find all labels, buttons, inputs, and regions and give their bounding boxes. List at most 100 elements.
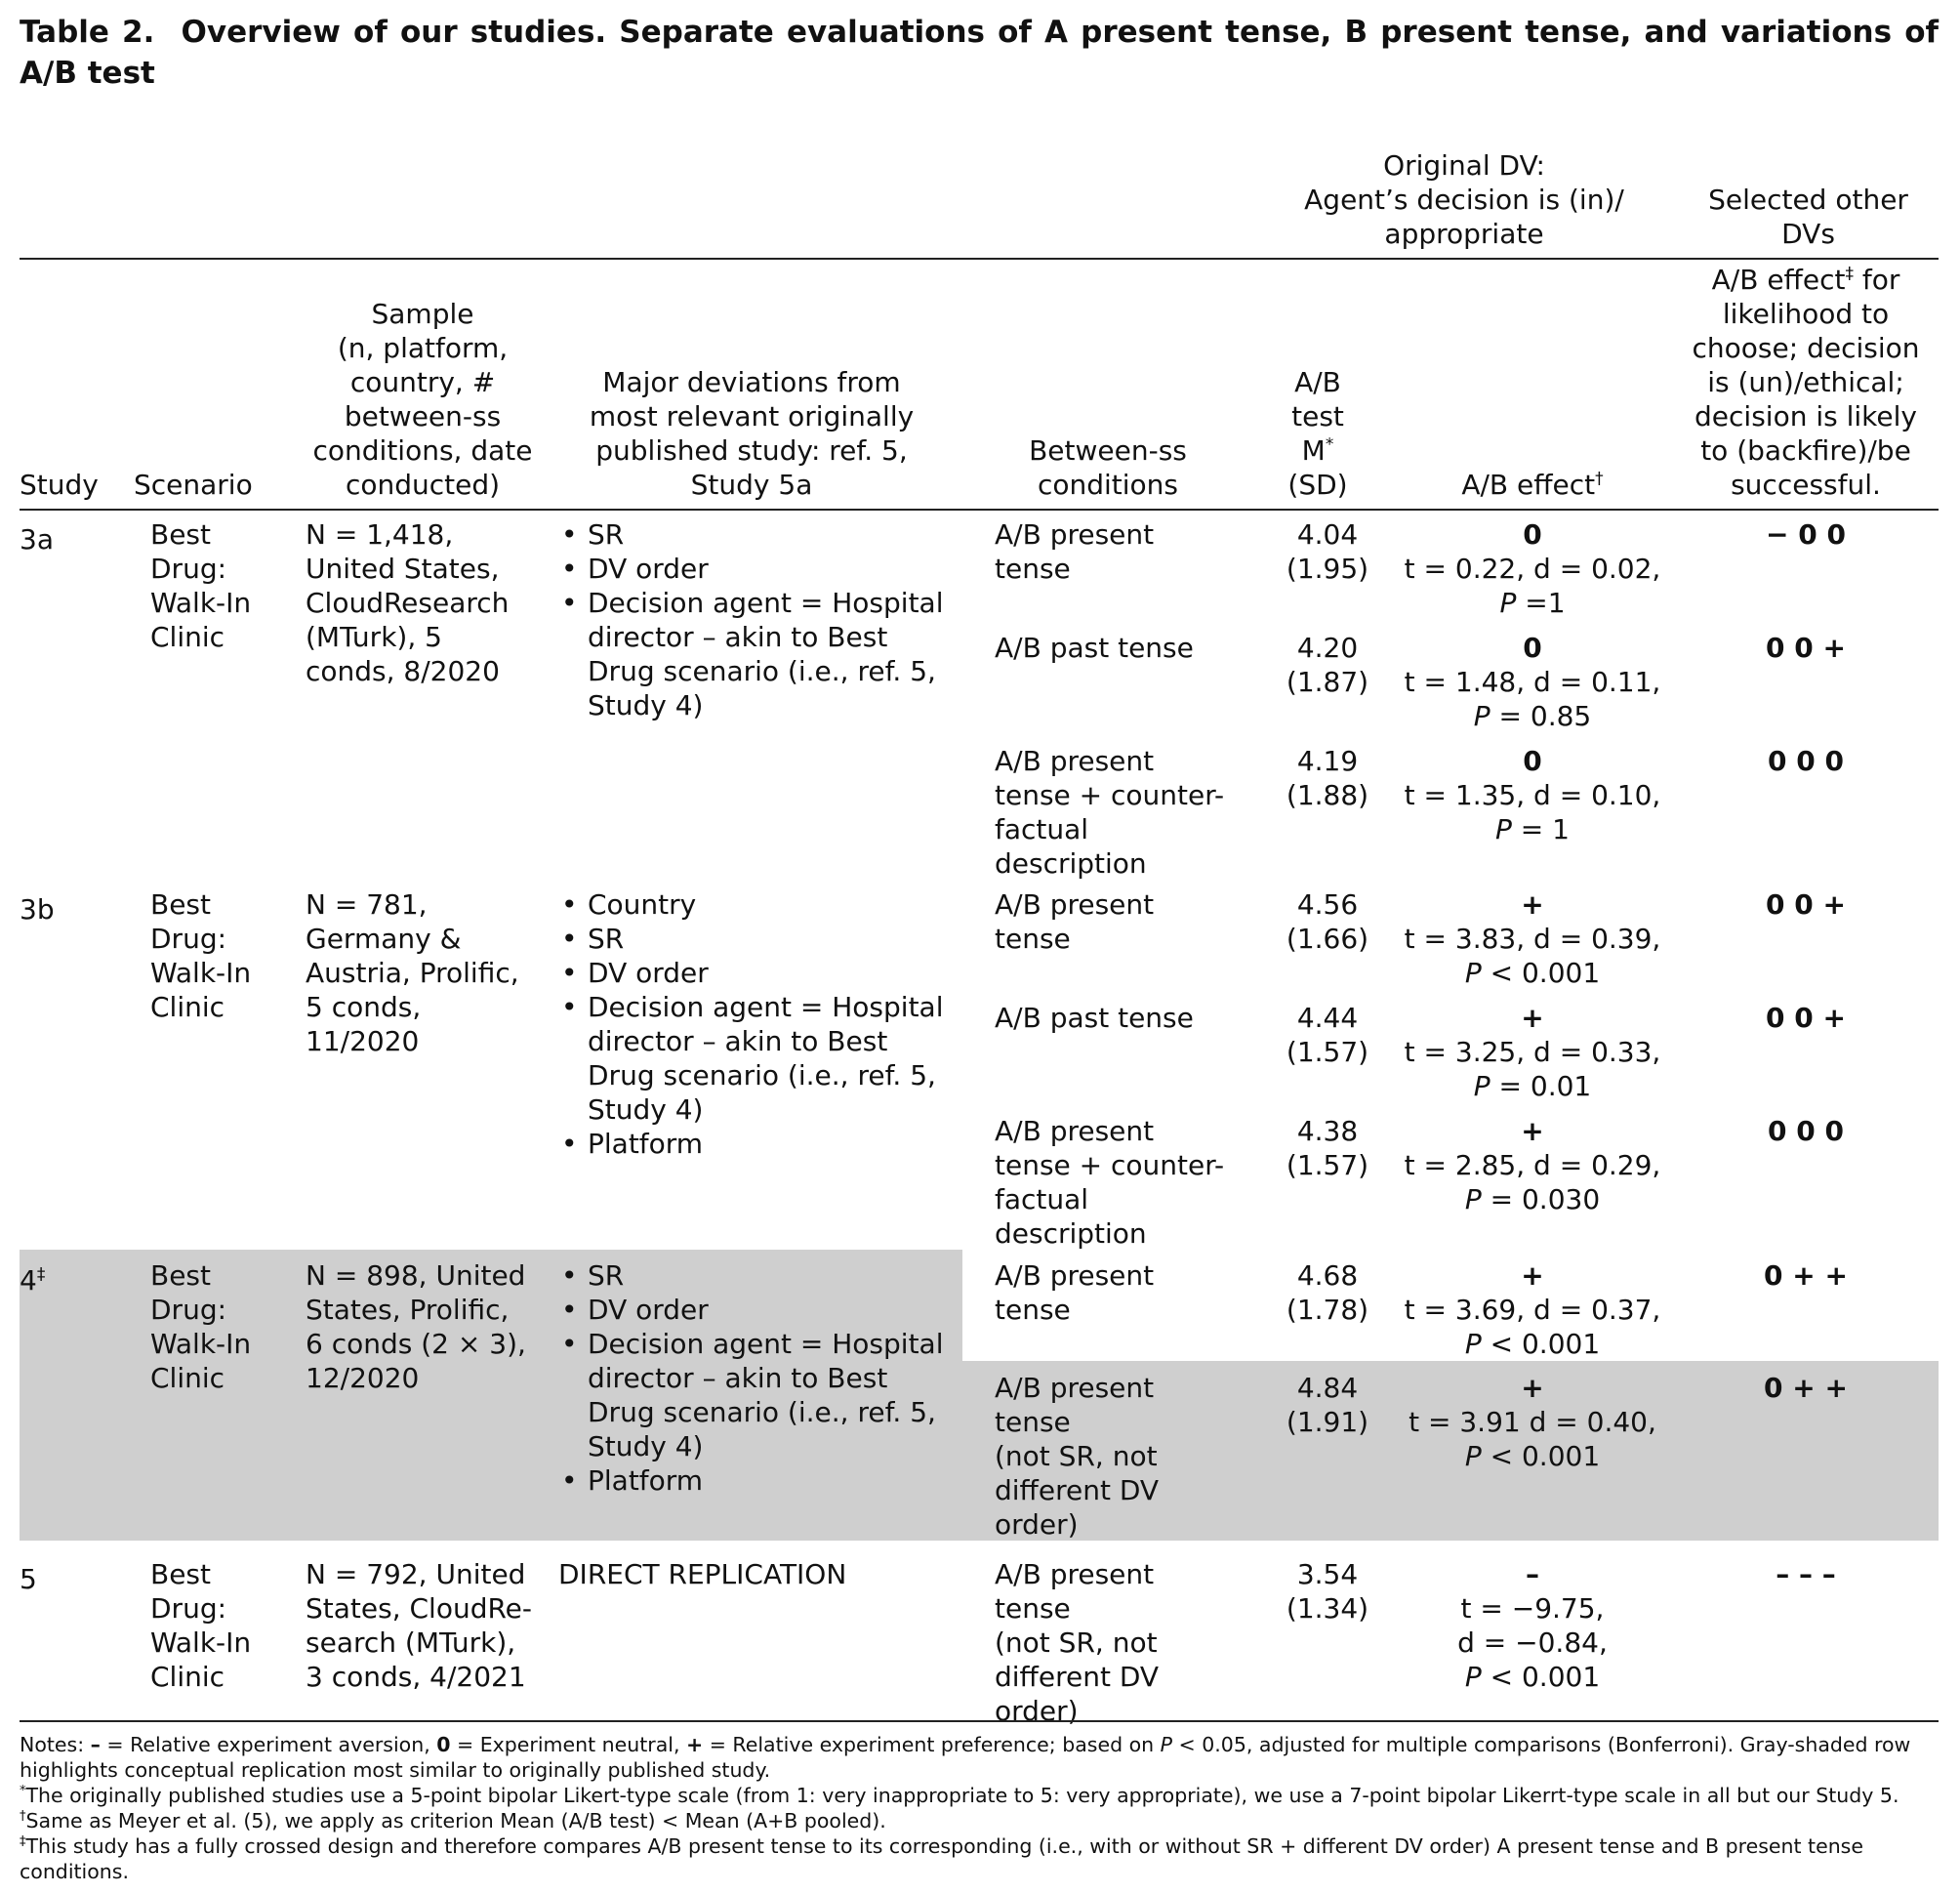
note-legend: Notes: – = Relative experiment aversion,… — [20, 1733, 1911, 1782]
scenario-cell: Best Drug: Walk-In Clinic — [150, 888, 252, 1023]
note-dagger: †Same as Meyer et al. (5), we apply as c… — [20, 1809, 886, 1832]
direct-replication-label: DIRECT REPLICATION — [558, 1558, 847, 1590]
header-mean-symbol: M — [1301, 434, 1326, 467]
header-line: Major deviations from — [602, 366, 901, 398]
deviation-item: Decision agent = Hospital director – aki… — [558, 586, 949, 722]
cell-line: Drug: — [150, 553, 227, 585]
study-id: 5 — [20, 1563, 37, 1595]
cell-line: Walk-In — [150, 587, 252, 619]
cell-line: United States, — [306, 553, 500, 585]
group-header-other-dvs: Selected other DVs — [1679, 183, 1938, 251]
mean-cell: 4.56 (1.66) — [1286, 888, 1369, 955]
header-line: Original DV: — [1383, 149, 1545, 182]
mean-cell: 4.20 (1.87) — [1286, 632, 1369, 698]
effect-cell: 0 t = 1.48, d = 0.11, P = 0.85 — [1404, 632, 1661, 732]
header-other-label: A/B effect — [1711, 264, 1846, 296]
effect-cell: 0 t = 0.22, d = 0.02, P =1 — [1404, 518, 1661, 619]
highlight-shade — [962, 1361, 1939, 1541]
deviations-cell: SR DV order Decision agent = Hospital di… — [558, 517, 949, 722]
condition-cell: A/B present tense + counter- factual descr… — [995, 1115, 1225, 1250]
cell-line: (MTurk), 5 — [306, 621, 442, 653]
table-notes: Notes: – = Relative experiment aversion,… — [20, 1732, 1942, 1884]
header-study: Study — [20, 469, 99, 501]
header-line: between-ss — [344, 400, 502, 432]
header-line: (SD) — [1287, 469, 1348, 501]
condition-cell: A/B past tense — [995, 1002, 1194, 1034]
condition-cell: A/B present tense — [995, 1259, 1155, 1326]
cell-line: N = 1,418, — [306, 518, 454, 551]
deviation-item: SR — [558, 922, 949, 956]
mean-cell: 4.84 (1.91) — [1286, 1372, 1369, 1438]
deviation-item: Country — [558, 887, 949, 922]
header-other-label-rest: for — [1853, 264, 1900, 296]
cell-line: conds, 8/2020 — [306, 655, 500, 687]
header-line: A/B effect‡ for — [1674, 263, 1938, 297]
header-line: published study: ref. 5, — [595, 434, 908, 467]
deviation-item: Platform — [558, 1127, 949, 1161]
header-line: Agent’s decision is (in)/ — [1304, 184, 1624, 216]
header-conditions: Between-ss conditions — [1005, 433, 1210, 502]
header-line: (n, platform, — [337, 332, 509, 364]
effect-cell: + t = 3.91 d = 0.40, P < 0.001 — [1409, 1372, 1656, 1472]
rule-table-bottom — [20, 1720, 1939, 1722]
header-mean: A/B test M* (SD) — [1269, 365, 1367, 502]
effect-cell: 0 t = 1.35, d = 0.10, P = 1 — [1404, 745, 1661, 845]
other-dvs-cell: 0 0 0 — [1768, 745, 1844, 777]
sample-cell: N = 781, Germany & Austria, Prolific, 5 co… — [306, 888, 519, 1057]
deviation-item: DV order — [558, 1293, 949, 1327]
header-deviations: Major deviations from most relevant orig… — [556, 365, 947, 502]
header-line: test — [1291, 400, 1344, 432]
mean-cell: 4.19 (1.88) — [1286, 745, 1369, 811]
study-id: 3b — [20, 893, 55, 926]
other-dvs-cell: − 0 0 — [1766, 518, 1846, 551]
header-line: to (backfire)/be — [1700, 434, 1911, 467]
other-dvs-cell: – – – — [1776, 1558, 1836, 1590]
header-line: M* — [1269, 433, 1367, 468]
deviation-item: DV order — [558, 552, 949, 586]
header-line: successful. — [1731, 469, 1881, 501]
header-line: DVs — [1781, 218, 1835, 250]
deviation-item: DV order — [558, 956, 949, 990]
header-line: country, # — [349, 366, 496, 398]
other-dvs-cell: 0 + + — [1764, 1259, 1848, 1292]
effect-cell: – t = −9.75, d = −0.84, P < 0.001 — [1457, 1558, 1608, 1693]
sample-cell: N = 898, United States, Prolific, 6 conds… — [306, 1259, 526, 1394]
cell-line: CloudResearch — [306, 587, 510, 619]
mean-cell: 4.68 (1.78) — [1286, 1259, 1369, 1326]
header-line: Between-ss — [1029, 434, 1187, 467]
condition-cell: A/B past tense — [995, 632, 1194, 664]
deviation-item: SR — [558, 517, 949, 552]
other-dvs-cell: 0 0 0 — [1768, 1115, 1844, 1147]
group-header-original-dv: Original DV: Agent’s decision is (in)/ a… — [1279, 148, 1650, 251]
header-effect: A/B effect† — [1386, 468, 1679, 502]
mean-cell: 4.04 (1.95) — [1286, 518, 1369, 585]
table-number: Table 2. — [20, 15, 155, 50]
header-line: likelihood to — [1722, 298, 1890, 330]
deviations-cell: Country SR DV order Decision agent = Hos… — [558, 887, 949, 1161]
cell-line: Best — [150, 518, 212, 551]
condition-cell: A/B present tense — [995, 888, 1155, 955]
scenario-cell: Best Drug: Walk-In Clinic — [150, 517, 297, 654]
rule-column-header — [20, 509, 1939, 511]
sample-cell: N = 792, United States, CloudRe- search (… — [306, 1558, 533, 1693]
header-line: A/B — [1294, 366, 1341, 398]
header-line: conditions — [1037, 469, 1179, 501]
footnote-mark: * — [1325, 434, 1334, 455]
header-line: appropriate — [1384, 218, 1544, 250]
header-line: Study 5a — [690, 469, 813, 501]
effect-cell: + t = 3.83, d = 0.39, P < 0.001 — [1404, 888, 1661, 989]
condition-cell: A/B present tense — [995, 518, 1155, 585]
scenario-cell: Best Drug: Walk-In Clinic — [150, 1558, 252, 1693]
mean-cell: 4.44 (1.57) — [1286, 1002, 1369, 1068]
mean-cell: 3.54 (1.34) — [1286, 1558, 1369, 1625]
deviation-item: SR — [558, 1258, 949, 1293]
condition-cell: A/B present tense (not SR, not different D… — [995, 1558, 1160, 1727]
header-effect-label: A/B effect — [1461, 469, 1596, 501]
other-dvs-cell: 0 0 + — [1766, 888, 1846, 921]
mean-cell: 4.38 (1.57) — [1286, 1115, 1369, 1181]
deviation-item: Platform — [558, 1463, 949, 1498]
footnote-mark: ‡ — [36, 1264, 46, 1285]
header-sample: Sample (n, platform, country, # between-… — [281, 297, 564, 502]
effect-cell: + t = 3.25, d = 0.33, P = 0.01 — [1404, 1002, 1661, 1102]
